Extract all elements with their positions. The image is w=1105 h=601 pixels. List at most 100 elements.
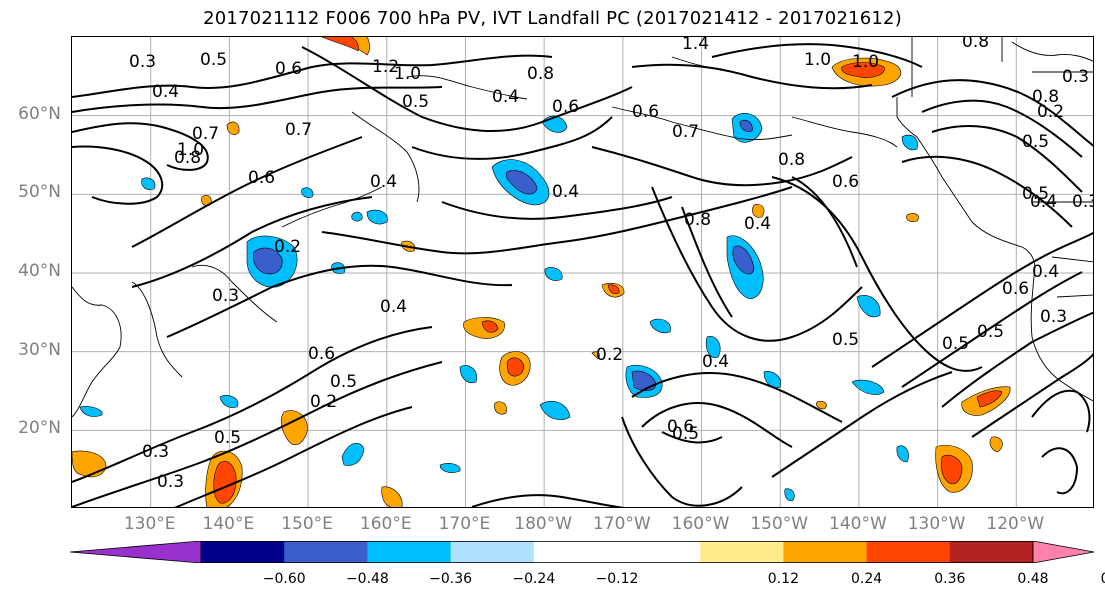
negative-anomaly [79, 112, 918, 502]
contour-label: 0.3 [1072, 192, 1094, 212]
latitude-label: 60°N [18, 103, 61, 124]
longitude-label: 140°W [829, 514, 887, 534]
colorbar-tick-label: 0.60 [1101, 571, 1105, 587]
colorbar-tick-label: −0.12 [595, 571, 639, 587]
contour-label: 0.4 [1032, 262, 1059, 282]
contour-label: 0.4 [380, 297, 407, 317]
longitude-label: 180°W [514, 514, 573, 534]
colorbar-extend-low [70, 541, 202, 563]
colorbar-segment [367, 541, 452, 563]
longitude-label: 150°W [750, 514, 809, 534]
longitude-label: 160°W [671, 514, 730, 534]
latitude-label: 50°N [18, 182, 61, 203]
contour-label: 0.5 [672, 424, 699, 444]
contour-label: 0.5 [832, 330, 859, 350]
contour-label: 0.3 [1040, 307, 1067, 327]
contour-labels: 0.3 0.5 0.6 1.21.0 0.81.41.00.80.40.70.81.00… [129, 37, 1094, 492]
contour-label: 1.0 [804, 50, 831, 70]
contour-label: 0.6 [832, 172, 859, 192]
colorbar [70, 541, 1095, 563]
positive-anomaly [72, 37, 1011, 507]
colorbar-segment [284, 541, 368, 563]
contour-label: 0.5 [1022, 132, 1049, 152]
contour-label: 0.8 [684, 210, 711, 230]
contour-label: 0.4 [552, 182, 579, 202]
contour-label: 0.8 [174, 148, 201, 168]
colorbar-segment [201, 541, 285, 563]
latitude-label: 30°N [18, 339, 61, 360]
ivt-anomaly-shading [72, 37, 1011, 507]
contour-label: 0.6 [552, 97, 579, 117]
map-panel: 0.3 0.5 0.6 1.2 1.0 0.8 1.4 1.0 0.8 0.4 0.7 0.8 1.0 0… [71, 36, 1094, 508]
contour-label: 1.0 [177, 140, 204, 160]
contour-label: 0.5 [330, 372, 357, 392]
contour-label: 0.3 [1062, 67, 1089, 87]
contour-label: 0.4 [370, 172, 397, 192]
contour-label: 1.2 [372, 57, 399, 77]
contour-label: 0.4 [1030, 192, 1057, 212]
map-title: 2017021112 F006 700 hPa PV, IVT Landfall… [203, 8, 902, 29]
colorbar-tick-label: −0.36 [429, 571, 473, 587]
contour-label: 0.4 [152, 82, 179, 102]
contour-label: 0.2 [1037, 102, 1064, 122]
contour-label: 0.6 [248, 168, 275, 188]
colorbar-tick-label: −0.24 [512, 571, 556, 587]
contour-label: 0.7 [285, 120, 312, 140]
colorbar-segment [450, 541, 535, 563]
contour-label: 0.3 [129, 52, 156, 72]
contour-label: 0.6 [1002, 279, 1029, 299]
latitude-label: 40°N [18, 261, 61, 281]
contour-label: 0.5 [942, 334, 969, 354]
contour-label: 0.6 [308, 344, 335, 364]
colorbar-segment [949, 541, 1034, 563]
longitude-label: 160°E [359, 514, 412, 534]
longitude-label: 170°W [592, 514, 651, 534]
contour-label: 0.5 [200, 50, 227, 70]
longitude-label: 130°E [123, 514, 176, 534]
contour-label: 0.5 [977, 322, 1004, 342]
contour-label: 0.8 [778, 150, 805, 170]
contour-label: 0.4 [492, 87, 519, 107]
colorbar-segment [533, 541, 618, 563]
contour-label: 0.2 [596, 345, 623, 365]
contour-label: 0.5 [402, 92, 429, 112]
colorbar-segment [866, 541, 951, 563]
contour-label: 1.0 [394, 64, 421, 84]
contour-label: 0.6 [275, 59, 302, 79]
longitude-label: 130°W [907, 514, 966, 534]
colorbar-segment [783, 541, 868, 563]
contour-label: 0.3 [212, 286, 239, 306]
longitude-label: 170°E [438, 514, 491, 534]
gridlines [72, 37, 1093, 507]
contour-label: 1.0 [852, 52, 879, 72]
contour-label: 0.5 [1022, 184, 1049, 204]
colorbar-outline [200, 541, 1034, 563]
colorbar-tick-label: 0.12 [767, 571, 799, 587]
colorbar-tick-label: 0.36 [934, 571, 966, 587]
contour-label: 0.8 [527, 64, 554, 84]
coastlines [72, 37, 1093, 418]
contour-label: 1.4 [682, 37, 709, 54]
contour-label: 0.6 [632, 102, 659, 122]
contour-label: 0.5 [214, 428, 241, 448]
colorbar-tick-label: 0.24 [851, 571, 883, 587]
contour-label: 0.4 [744, 214, 771, 234]
contour-label: 0.7 [672, 122, 699, 142]
colorbar-segment [700, 541, 784, 563]
colorbar-tick-label: 0.48 [1017, 571, 1049, 587]
colorbar-segment [617, 541, 701, 563]
contour-label: 0.2 [274, 237, 301, 257]
contour-label: 0.8 [1032, 87, 1059, 107]
longitude-label: 140°E [202, 514, 255, 534]
map-canvas: 0.3 0.5 0.6 1.21.0 0.81.41.00.80.40.70.81.00… [72, 37, 1094, 507]
longitude-label: 150°E [281, 514, 333, 534]
contour-label: 0.3 [142, 442, 169, 462]
pv-contours [72, 43, 1093, 507]
colorbar-tick-label: −0.48 [345, 571, 389, 587]
contour-label: 0.2 [310, 392, 337, 412]
colorbar-tick-label: −0.60 [262, 571, 306, 587]
longitude-label: 120°W [986, 514, 1045, 534]
contour-label: 0.6 [667, 417, 694, 437]
contour-label: 0.7 [192, 124, 219, 144]
contour-label: 0.8 [962, 37, 989, 52]
